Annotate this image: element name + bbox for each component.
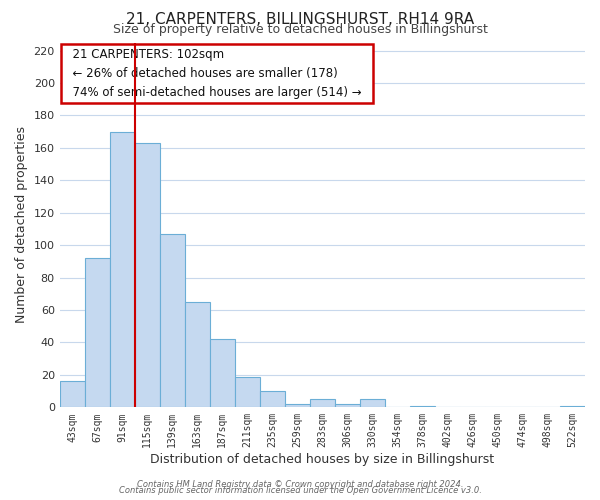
Bar [135, 143, 160, 407]
Bar [185, 302, 210, 408]
Text: Contains HM Land Registry data © Crown copyright and database right 2024.: Contains HM Land Registry data © Crown c… [137, 480, 463, 489]
Bar [360, 399, 385, 407]
Y-axis label: Number of detached properties: Number of detached properties [15, 126, 28, 324]
Bar [560, 406, 585, 407]
Bar [110, 132, 135, 407]
Bar [285, 404, 310, 407]
Bar [335, 404, 360, 407]
Text: Size of property relative to detached houses in Billingshurst: Size of property relative to detached ho… [113, 22, 487, 36]
Bar [410, 406, 435, 407]
Bar [59, 382, 85, 407]
Text: Contains public sector information licensed under the Open Government Licence v3: Contains public sector information licen… [119, 486, 481, 495]
Bar [260, 391, 285, 407]
Bar [235, 376, 260, 408]
Bar [160, 234, 185, 408]
Bar [210, 339, 235, 407]
X-axis label: Distribution of detached houses by size in Billingshurst: Distribution of detached houses by size … [150, 453, 494, 466]
Text: 21, CARPENTERS, BILLINGSHURST, RH14 9RA: 21, CARPENTERS, BILLINGSHURST, RH14 9RA [126, 12, 474, 28]
Text: 21 CARPENTERS: 102sqm
  ← 26% of detached houses are smaller (178)
  74% of semi: 21 CARPENTERS: 102sqm ← 26% of detached … [65, 48, 369, 99]
Bar [85, 258, 110, 408]
Bar [310, 399, 335, 407]
